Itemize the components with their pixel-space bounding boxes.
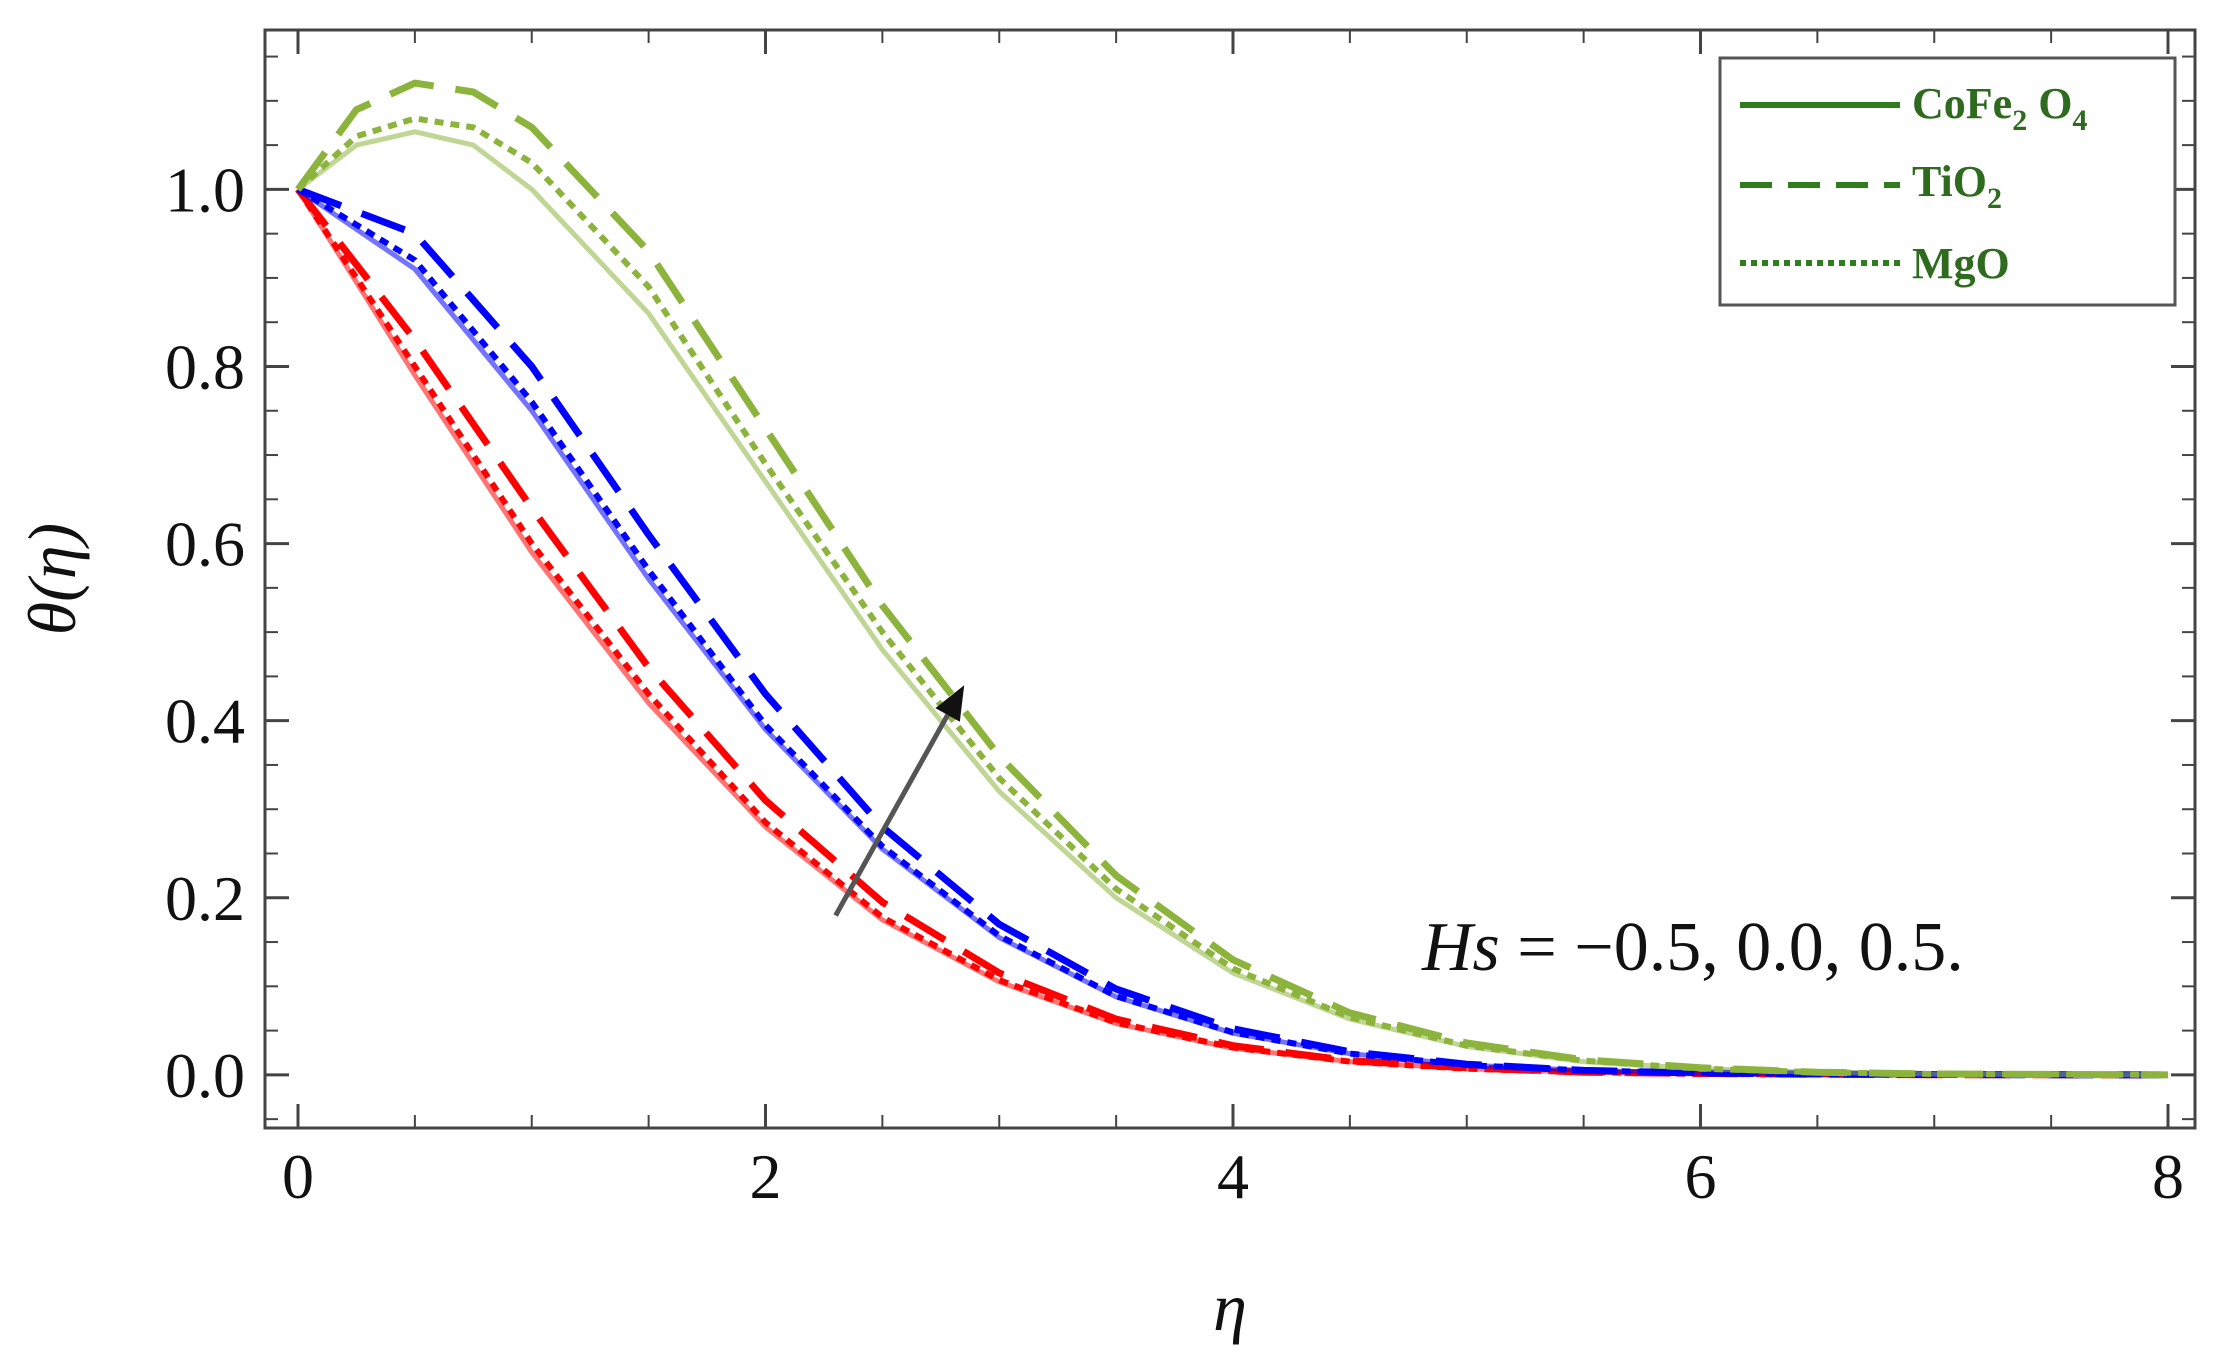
axis-ticks: 0 2 4 6 8 0.0 0.2 0.4 0.6 0.8 1.0	[165, 30, 2195, 1212]
series-line-mgo-hs-0_5	[295, 115, 2169, 1078]
plot-frame	[263, 28, 2197, 1130]
legend-label-0-sub2: 4	[2072, 104, 2087, 137]
x-tick-label: 8	[2152, 1141, 2184, 1212]
arrow-head	[935, 685, 965, 722]
y-tick-label: 0.6	[165, 509, 245, 580]
y-tick-label: 0.8	[165, 331, 245, 402]
y-tick-label: 0.2	[165, 863, 245, 934]
annotation-text: Hs = −0.5, 0.0, 0.5.	[1421, 909, 1964, 986]
legend-label-1-sub1: 2	[1987, 182, 2002, 215]
legend-label-0-sub1: 2	[2012, 104, 2027, 137]
y-axis-title: θ(η)	[14, 523, 90, 635]
y-tick-label: 1.0	[165, 154, 245, 225]
x-tick-label: 0	[282, 1141, 314, 1212]
legend-label-tio2: TiO2	[1912, 157, 2002, 215]
annotation-values: = −0.5, 0.0, 0.5.	[1500, 909, 1964, 986]
x-tick-label: 6	[1685, 1141, 1717, 1212]
annotation-var: Hs	[1421, 909, 1500, 986]
legend: CoFe2 O4 TiO2 MgO	[1718, 56, 2177, 307]
y-tick-label: 0.4	[165, 686, 245, 757]
legend-label-cofe2o4: CoFe2 O4	[1912, 79, 2087, 137]
arrow-shaft	[833, 713, 950, 917]
x-tick-label: 4	[1217, 1141, 1249, 1212]
series-line-mgo-hs-0	[296, 186, 2169, 1078]
direction-arrow	[833, 685, 965, 917]
legend-label-1-name: TiO	[1912, 157, 1987, 206]
legend-label-mgo: MgO	[1912, 239, 2010, 288]
legend-label-0-name: CoFe	[1912, 79, 2012, 128]
legend-label-0-name2: O	[2027, 79, 2072, 128]
x-tick-label: 2	[750, 1141, 782, 1212]
y-tick-label: 0.0	[165, 1040, 245, 1111]
series-group	[295, 79, 2169, 1079]
legend-label-2-name: MgO	[1912, 239, 2010, 288]
x-axis-title: η	[1213, 1269, 1247, 1345]
